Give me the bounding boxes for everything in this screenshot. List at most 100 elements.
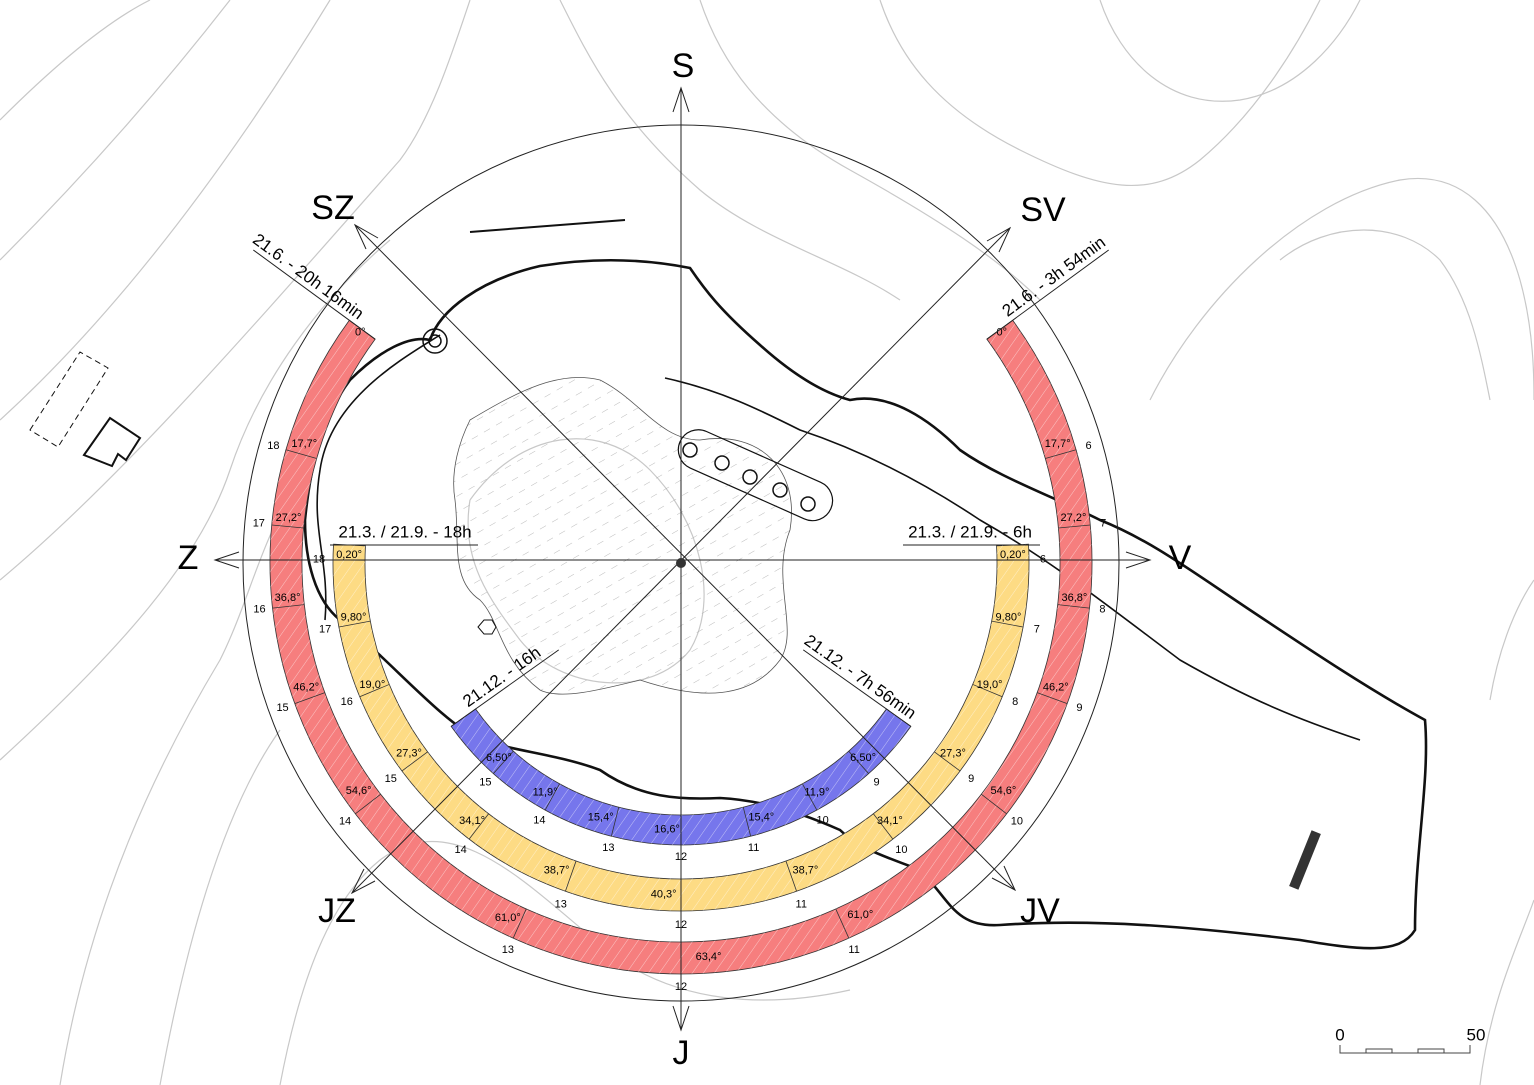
hour-label: 15: [385, 773, 397, 785]
hour-tick: [512, 908, 527, 939]
hour-label: 14: [455, 844, 467, 856]
elevation-label: 11,9°: [533, 787, 558, 799]
elevation-label: 34,1°: [877, 815, 903, 827]
hour-tick: [742, 807, 752, 837]
dock: [1289, 830, 1321, 890]
hour-tick: [610, 807, 620, 837]
elevation-label: 38,7°: [792, 865, 818, 877]
hour-label: 18: [267, 440, 279, 452]
hour-label: 11: [796, 898, 807, 910]
elevation-label: 38,7°: [544, 865, 570, 877]
elevation-label: 11,9°: [804, 787, 829, 799]
hour-tick: [1058, 524, 1091, 529]
hour-tick: [785, 860, 797, 892]
hour-label: 7: [1100, 518, 1106, 530]
hour-label: 8: [1099, 603, 1105, 615]
arrowhead: [353, 223, 379, 250]
building: [29, 351, 109, 448]
hour-tick: [848, 750, 869, 774]
hour-tick: [835, 908, 850, 939]
arrowhead: [350, 868, 376, 895]
hour-label: 13: [502, 944, 514, 956]
hour-label: 16: [253, 603, 265, 615]
compass-label: JV: [1020, 892, 1060, 930]
hour-label: 10: [817, 815, 829, 827]
hour-label: 15: [479, 776, 491, 788]
hour-label: 15: [276, 702, 288, 714]
hour-tick: [401, 751, 428, 772]
hour-tick: [359, 684, 390, 698]
compass-label: S: [672, 47, 695, 85]
elevation-label: 46,2°: [293, 682, 319, 694]
elevation-label: 19,0°: [359, 679, 385, 691]
elevation-label: 36,8°: [1062, 592, 1088, 604]
hour-tick: [802, 783, 818, 811]
hour-tick: [493, 750, 514, 774]
elevation-label: 0°: [997, 326, 1008, 338]
hour-label: 13: [555, 898, 567, 910]
elevation-label: 27,2°: [276, 512, 302, 524]
hour-label: 14: [339, 816, 351, 828]
elevation-label: 46,2°: [1043, 682, 1069, 694]
shoreline: [303, 258, 1428, 950]
elevation-label: 6,50°: [486, 752, 512, 764]
scale-bar: 0 50: [1335, 1025, 1485, 1054]
hour-label: 17: [319, 623, 331, 635]
time-label: 21.3. / 21.9. - 18h: [338, 522, 471, 541]
compass-label: SV: [1020, 191, 1066, 229]
hour-label: 8: [1012, 696, 1018, 708]
hour-tick: [981, 793, 1007, 815]
scale-label: 0: [1335, 1025, 1344, 1044]
trees: [422, 328, 816, 512]
elevation-label: 17,7°: [1045, 438, 1071, 450]
hour-label: 13: [602, 842, 614, 854]
hour-label: 10: [1011, 816, 1023, 828]
sun-rings: 18171615141312111098760°17,7°27,2°36,8°4…: [253, 319, 1106, 993]
compass-label: JZ: [318, 892, 356, 930]
time-label: 21.3. / 21.9. - 6h: [908, 522, 1032, 541]
building: [82, 416, 142, 468]
hour-label: 16: [341, 696, 353, 708]
hour-label: 11: [748, 842, 759, 854]
hour-tick: [468, 813, 489, 840]
time-line: [802, 649, 912, 727]
center: [676, 558, 686, 568]
hour-label: 17: [253, 518, 265, 530]
hour-tick: [272, 604, 305, 609]
hour-tick: [355, 793, 381, 815]
time-label: 21.12. - 7h 56min: [801, 631, 920, 723]
arrowhead: [672, 86, 690, 113]
compass-axes: [213, 86, 1152, 1032]
elevation-label: 61,0°: [495, 912, 521, 924]
elevation-label: 15,4°: [588, 812, 614, 824]
path: [316, 334, 441, 621]
hour-label: 9: [968, 773, 974, 785]
elevation-label: 6,50°: [850, 752, 876, 764]
elevation-label: 54,6°: [990, 785, 1016, 797]
hour-tick: [873, 813, 894, 840]
elevation-label: 0°: [355, 326, 366, 338]
elevation-label: 27,3°: [940, 747, 966, 759]
arrowhead: [991, 865, 1017, 892]
hour-tick: [285, 449, 317, 459]
time-line: [253, 249, 376, 340]
hour-tick: [294, 692, 325, 704]
time-line: [986, 249, 1109, 340]
elevation-label: 63,4°: [696, 951, 722, 963]
elevation-label: 34,1°: [459, 815, 485, 827]
hour-tick: [972, 684, 1003, 698]
arrowhead: [672, 1005, 690, 1032]
hour-tick: [544, 783, 560, 811]
elevation-label: 0,20°: [1000, 549, 1026, 561]
compass-label: Z: [178, 539, 199, 577]
hour-label: 14: [533, 815, 545, 827]
hour-tick: [1057, 604, 1090, 609]
hour-label: 11: [848, 944, 859, 956]
hour-label: 9: [874, 776, 880, 788]
elevation-label: 27,3°: [396, 747, 422, 759]
hour-label: 7: [1034, 623, 1040, 635]
hexagon: [477, 619, 497, 635]
elevation-label: 16,6°: [654, 824, 680, 836]
ring-hatch: [451, 708, 911, 845]
